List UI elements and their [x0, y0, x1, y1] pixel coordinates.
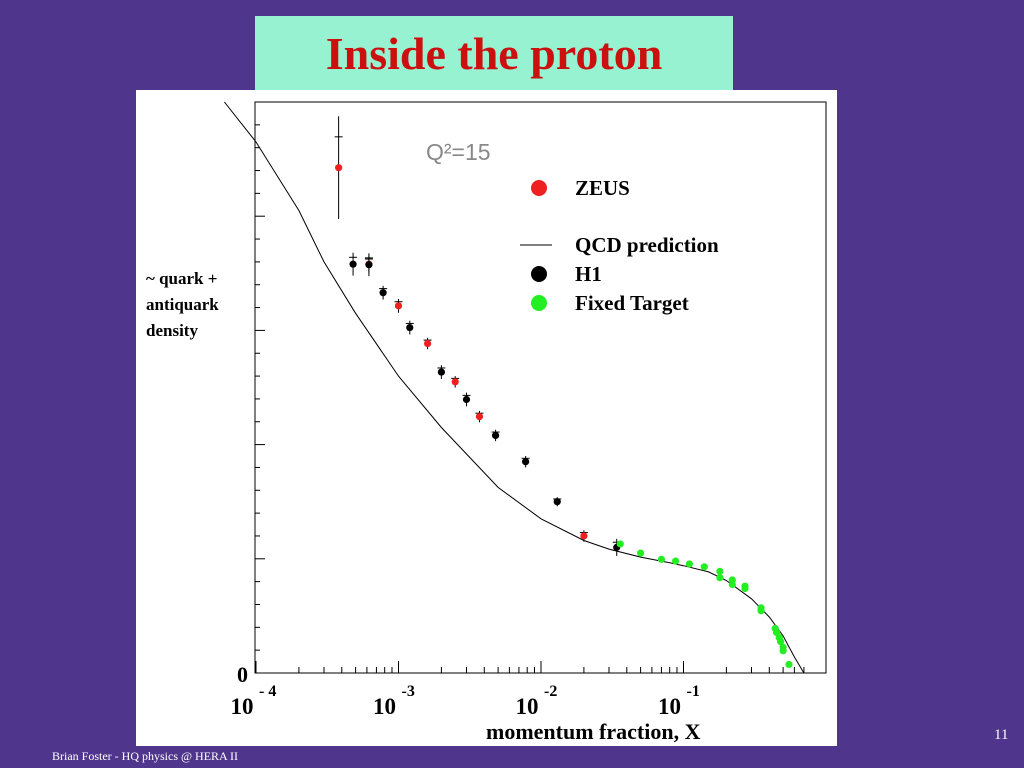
h1-point — [349, 260, 357, 268]
legend-fixed-target-marker — [531, 295, 547, 311]
legend-qcd-label: QCD prediction — [575, 233, 719, 257]
legend-h1-label: H1 — [575, 262, 602, 286]
x-tick-labels: 10 - 4 10 -3 10 -2 10 -1 — [231, 683, 700, 719]
x-tick-label-base: 10 — [231, 694, 254, 719]
h1-point — [379, 289, 387, 297]
slide-title: Inside the proton — [325, 27, 663, 79]
legend-h1-marker — [531, 266, 547, 282]
fixed-target-point — [728, 580, 736, 589]
x-tick-label-exponent: -1 — [687, 683, 700, 700]
y-axis-label-line-1: ~ quark + — [146, 269, 217, 288]
fixed-target-point — [657, 555, 666, 563]
y-axis-label-line-2: antiquark — [146, 295, 219, 314]
plot-area: Q²=15 ~ quark + antiquark density 0 mome… — [136, 90, 837, 746]
zeus-point — [335, 164, 343, 172]
zeus-point — [580, 532, 588, 540]
x-axis-label: momentum fraction, X — [486, 719, 701, 744]
h1-point — [406, 323, 414, 332]
y-zero-label: 0 — [237, 662, 248, 687]
fixed-target-point — [616, 540, 624, 548]
x-tick-label-base: 10 — [373, 694, 396, 719]
legend-fixed-target-label: Fixed Target — [575, 291, 689, 315]
h1-point — [437, 368, 445, 376]
fixed-target-point — [716, 567, 724, 575]
x-tick-label-exponent: - 4 — [259, 683, 276, 700]
zeus-point — [394, 302, 403, 310]
fixed-target-point — [685, 560, 693, 568]
fixed-target-point — [637, 549, 645, 557]
x-tick-label-exponent: -3 — [402, 683, 415, 700]
fixed-target-point — [757, 607, 765, 615]
fixed-target-point — [741, 584, 749, 593]
chart: Q²=15 ~ quark + antiquark density 0 mome… — [146, 101, 827, 744]
title-box: Inside the proton — [255, 16, 733, 90]
qcd-curve-layer — [224, 101, 805, 674]
zeus-point — [475, 413, 484, 421]
h1-point — [491, 431, 500, 440]
y-axis-label-line-3: density — [146, 321, 198, 340]
fixed-target-point — [700, 563, 708, 571]
labels-layer: Q²=15 ~ quark + antiquark density 0 mome… — [146, 139, 701, 744]
x-tick-label-exponent: -2 — [544, 683, 557, 700]
h1-point — [462, 395, 471, 404]
fixed-target-point — [785, 660, 793, 669]
fixed-target-point — [776, 637, 785, 646]
fixed-target-point — [716, 574, 724, 582]
legend: ZEUS QCD prediction H1 Fixed Target — [520, 176, 719, 315]
h1-point — [553, 498, 561, 506]
zeus-point — [423, 339, 432, 348]
footer-text: Brian Foster - HQ physics @ HERA II — [52, 749, 239, 763]
qcd-prediction-curve — [224, 101, 805, 674]
fixed-target-point — [779, 647, 787, 655]
zeus-point — [451, 378, 459, 386]
axes — [254, 101, 827, 674]
x-tick-label-base: 10 — [658, 694, 681, 719]
q2-annotation: Q²=15 — [426, 139, 491, 165]
page-number: 11 — [994, 727, 1009, 743]
x-tick-label-base: 10 — [516, 694, 539, 719]
legend-zeus-marker — [531, 180, 547, 196]
fixed-target-point — [671, 557, 680, 565]
h1-point — [522, 458, 530, 466]
h1-point — [365, 261, 373, 269]
legend-zeus-label: ZEUS — [575, 176, 630, 200]
data-points-layer — [334, 116, 793, 669]
